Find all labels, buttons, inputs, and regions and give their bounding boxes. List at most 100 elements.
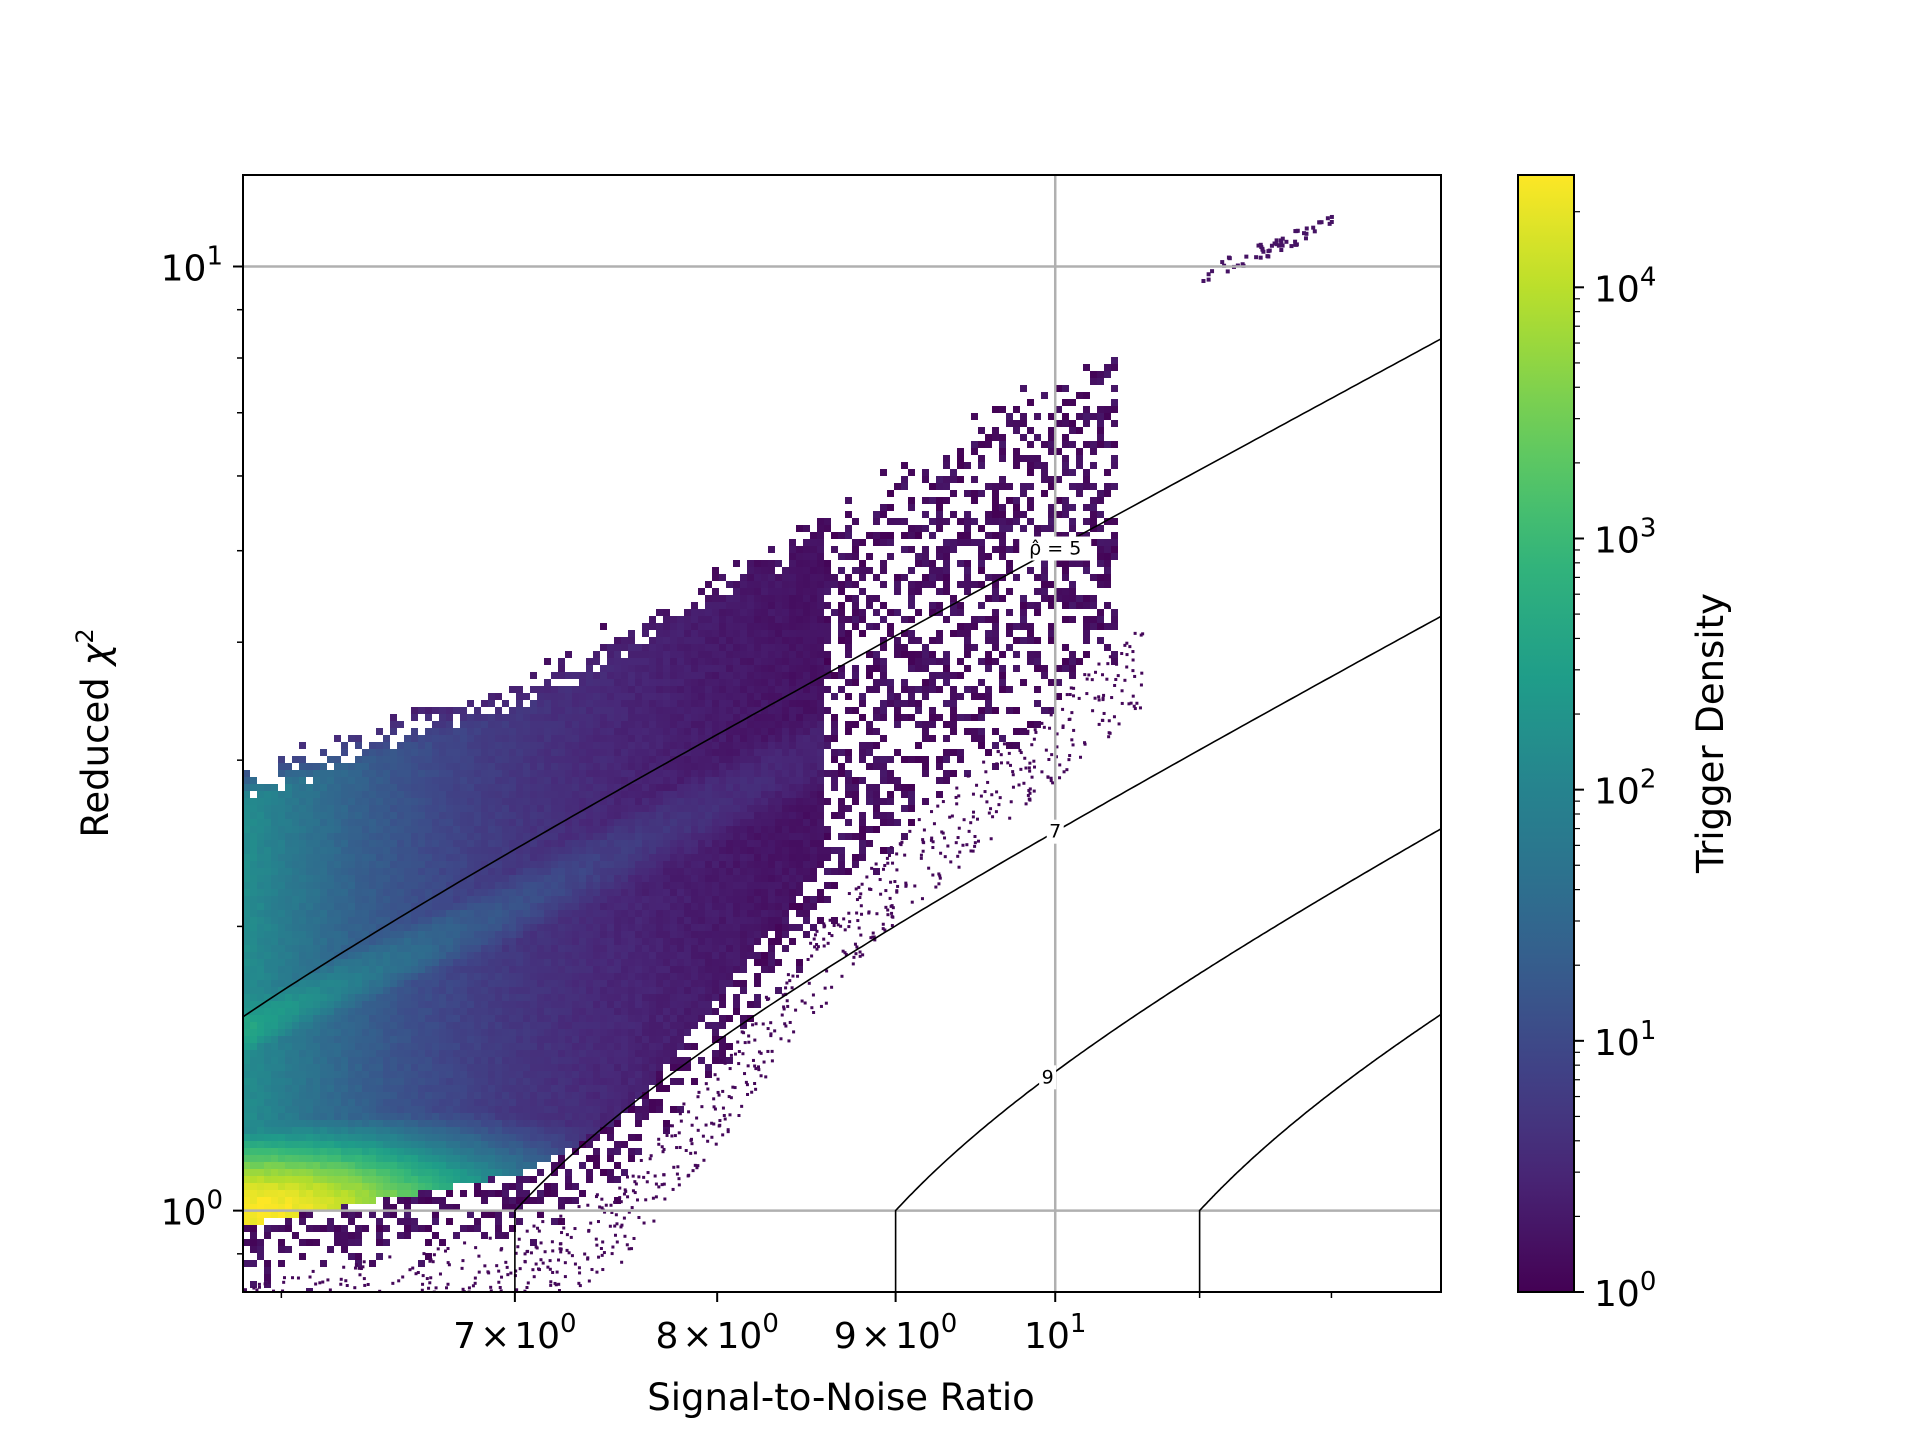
density-cell [488, 728, 495, 735]
density-cell [530, 875, 537, 882]
density-cell [1090, 616, 1097, 623]
density-cell [754, 784, 761, 791]
density-cell [698, 980, 705, 987]
density-cell [565, 1022, 572, 1029]
density-cell [586, 798, 593, 805]
density-cell [656, 721, 663, 728]
density-cell [404, 924, 411, 931]
density-cell [1020, 728, 1027, 735]
density-cell [691, 756, 698, 763]
density-cell [656, 756, 663, 763]
density-cell [537, 840, 544, 847]
density-cell [509, 959, 516, 966]
density-cell [558, 952, 565, 959]
density-cell [376, 924, 383, 931]
density-cell [390, 952, 397, 959]
density-cell [1027, 504, 1034, 511]
density-cell [726, 756, 733, 763]
density-cell [320, 777, 327, 784]
density-cell [810, 784, 817, 791]
density-cell [803, 903, 810, 910]
density-cell [481, 896, 488, 903]
density-cell [726, 854, 733, 861]
density-cell [691, 749, 698, 756]
density-cell [257, 931, 264, 938]
density-cell [299, 812, 306, 819]
density-cell [474, 721, 481, 728]
density-cell [530, 1008, 537, 1015]
density-cell [838, 798, 845, 805]
density-cell [271, 973, 278, 980]
density-cell [880, 665, 887, 672]
density-cell [859, 714, 866, 721]
density-cell [733, 896, 740, 903]
density-cell [621, 707, 628, 714]
density-cell [516, 952, 523, 959]
density-cell [467, 889, 474, 896]
density-cell [950, 686, 957, 693]
density-cell [362, 1029, 369, 1036]
density-cell [628, 644, 635, 651]
density-cell [495, 742, 502, 749]
density-cell [691, 1022, 698, 1029]
density-cell [978, 567, 985, 574]
density-cell [313, 833, 320, 840]
density-cell [747, 630, 754, 637]
density-cell [488, 826, 495, 833]
density-cell [341, 952, 348, 959]
density-cell [649, 651, 656, 658]
density-cell [698, 707, 705, 714]
density-cell [390, 924, 397, 931]
density-cell [257, 833, 264, 840]
density-cell [558, 665, 565, 672]
density-cell [285, 889, 292, 896]
density-cell [509, 1015, 516, 1022]
density-cell [908, 546, 915, 553]
density-cell [544, 973, 551, 980]
density-cell [705, 812, 712, 819]
density-cell [922, 574, 929, 581]
density-cell [1013, 742, 1020, 749]
density-cell [1097, 546, 1104, 553]
density-cell [313, 952, 320, 959]
density-cell [418, 910, 425, 917]
density-cell [943, 616, 950, 623]
density-cell [1069, 672, 1076, 679]
density-cell [418, 805, 425, 812]
density-cell [789, 756, 796, 763]
density-cell [789, 672, 796, 679]
density-cell [705, 805, 712, 812]
density-cell [873, 595, 880, 602]
density-cell [376, 952, 383, 959]
density-cell [894, 777, 901, 784]
density-cell [509, 945, 516, 952]
density-cell [383, 854, 390, 861]
density-cell [614, 735, 621, 742]
density-cell [1041, 462, 1048, 469]
density-cell [628, 896, 635, 903]
density-cell [257, 1029, 264, 1036]
density-cell [999, 483, 1006, 490]
density-cell [607, 917, 614, 924]
density-cell [649, 875, 656, 882]
density-cell [565, 784, 572, 791]
density-cell [404, 987, 411, 994]
density-cell [250, 819, 257, 826]
density-cell [369, 742, 376, 749]
density-cell [964, 644, 971, 651]
density-cell [593, 742, 600, 749]
density-cell [558, 938, 565, 945]
density-cell [600, 693, 607, 700]
density-cell [642, 980, 649, 987]
density-cell [922, 770, 929, 777]
density-cell [992, 546, 999, 553]
density-cell [481, 959, 488, 966]
density-cell [642, 966, 649, 973]
density-cell [740, 756, 747, 763]
density-cell [985, 658, 992, 665]
density-cell [684, 735, 691, 742]
density-cell [698, 616, 705, 623]
density-cell [803, 756, 810, 763]
density-cell [593, 672, 600, 679]
density-cell [733, 609, 740, 616]
